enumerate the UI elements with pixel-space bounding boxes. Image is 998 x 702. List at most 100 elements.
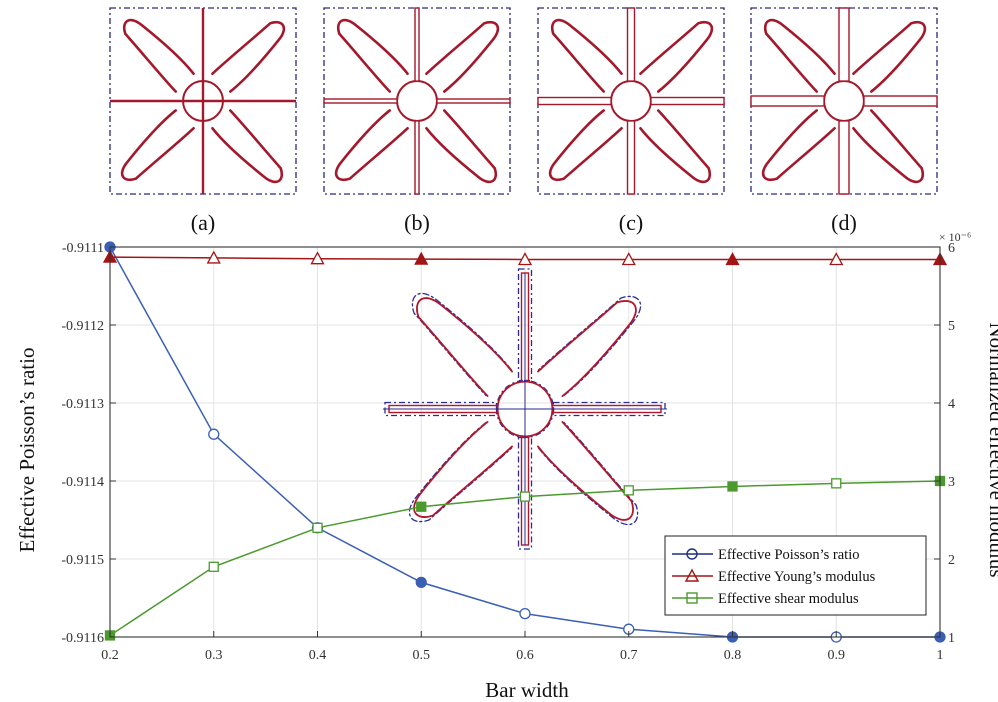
panel-star	[323, 7, 511, 195]
y-right-tick-label: 4	[948, 397, 955, 412]
star-petal	[639, 20, 714, 93]
data-point	[414, 251, 429, 265]
x-tick-label: 0.4	[309, 648, 327, 663]
bar-top	[414, 7, 420, 82]
data-point	[519, 607, 531, 620]
star-petal	[416, 297, 513, 397]
bar-right	[436, 98, 511, 104]
y-right-tick-label: 2	[948, 553, 955, 568]
star-petal	[425, 109, 498, 184]
x-tick-label: 0.7	[620, 648, 638, 663]
data-point	[206, 250, 221, 264]
panel-star	[750, 7, 938, 195]
x-axis-label: Bar width	[485, 678, 569, 702]
legend: Effective Poisson’s ratio Effective Youn…	[664, 535, 927, 616]
star-hub	[823, 80, 865, 122]
data-point	[727, 481, 738, 492]
legend-label-young: Effective Young’s modulus	[718, 569, 876, 585]
data-point	[831, 478, 842, 489]
star-petal	[413, 421, 513, 518]
x-tick-label: 1	[937, 648, 944, 663]
bar-top	[626, 7, 636, 82]
y-left-tick-label: -0.9116	[61, 631, 104, 646]
star-petal	[425, 20, 500, 93]
x-tick-label: 0.3	[205, 648, 223, 663]
star-petal	[411, 292, 513, 397]
star-petal	[537, 295, 642, 397]
star-petal	[537, 421, 639, 526]
star-petal	[211, 20, 286, 93]
data-point	[208, 561, 219, 572]
data-point	[621, 252, 636, 266]
panel-star	[110, 8, 296, 194]
y-right-tick-label: 3	[948, 475, 955, 490]
bar-right	[650, 96, 725, 106]
data-point	[312, 522, 323, 533]
y-left-tick-label: -0.9113	[61, 397, 104, 412]
left-y-axis-label: Effective Poisson’s ratio	[15, 348, 39, 553]
star-petal	[122, 18, 195, 93]
y-right-tick-label: 6	[948, 241, 955, 256]
star-petal	[537, 421, 634, 521]
panel-star	[537, 7, 725, 195]
panel-label: (d)	[831, 210, 857, 235]
star-petal	[336, 18, 409, 93]
right-axis-multiplier: × 10⁻⁶	[939, 230, 971, 244]
plot-area: 0.2 0.3 0.4 0.5 0.6 0.7 0.8 0.9 1 -0.9111 -0.9112 -…	[61, 241, 955, 663]
data-point	[519, 491, 531, 502]
star-petal	[761, 109, 836, 182]
inset-star	[388, 272, 662, 546]
x-tick-label: 0.2	[101, 648, 119, 663]
x-tick-label: 0.5	[413, 648, 431, 663]
y-left-tick-label: -0.9112	[61, 319, 104, 334]
bar-left	[750, 95, 825, 107]
star-petal	[548, 109, 623, 182]
bar-right	[863, 95, 938, 107]
star-petal	[852, 20, 927, 93]
star-petal	[550, 18, 623, 93]
data-point	[310, 251, 325, 265]
data-point	[623, 485, 634, 496]
legend-marker-poisson	[686, 548, 698, 560]
right-y-axis-label: Normalized effective modulus	[985, 322, 998, 577]
x-tick-label: 0.9	[828, 648, 846, 663]
y-right-tick-label: 1	[948, 631, 955, 646]
y-right-tick-label: 5	[948, 319, 955, 334]
bar-bottom	[626, 120, 636, 195]
bar-left	[323, 98, 398, 104]
y-left-tick-label: -0.9111	[62, 241, 104, 256]
star-petal	[211, 109, 284, 184]
bar-left	[537, 96, 612, 106]
panel-label: (b)	[404, 210, 430, 235]
bar-bottom	[414, 120, 420, 195]
legend-label-shear: Effective shear modulus	[718, 591, 859, 607]
data-point	[725, 252, 740, 266]
star-petal	[120, 109, 195, 182]
star-petal	[852, 109, 925, 184]
bar-bottom	[838, 120, 850, 195]
legend-marker-shear	[686, 592, 698, 604]
panel-label: (c)	[619, 210, 643, 235]
star-petal	[537, 300, 637, 397]
data-point	[829, 252, 844, 266]
data-point	[208, 428, 220, 440]
x-tick-label: 0.8	[724, 648, 742, 663]
star-petal	[334, 109, 409, 182]
star-hub	[610, 80, 652, 122]
star-hub	[396, 80, 438, 122]
y-left-tick-label: -0.9114	[61, 475, 104, 490]
data-point	[415, 576, 427, 589]
x-tick-label: 0.6	[516, 648, 534, 663]
legend-label-poisson: Effective Poisson’s ratio	[718, 547, 860, 563]
data-point	[416, 501, 427, 512]
bar-bottom	[517, 436, 533, 550]
panel-row: (a) (b) (c) (d)	[109, 7, 938, 235]
star-petal	[639, 109, 712, 184]
star-petal	[763, 18, 836, 93]
series-1	[102, 249, 948, 266]
data-point	[517, 252, 533, 266]
y-left-tick-label: -0.9115	[61, 553, 104, 568]
legend-marker-young	[684, 568, 700, 582]
bar-top	[838, 7, 850, 82]
